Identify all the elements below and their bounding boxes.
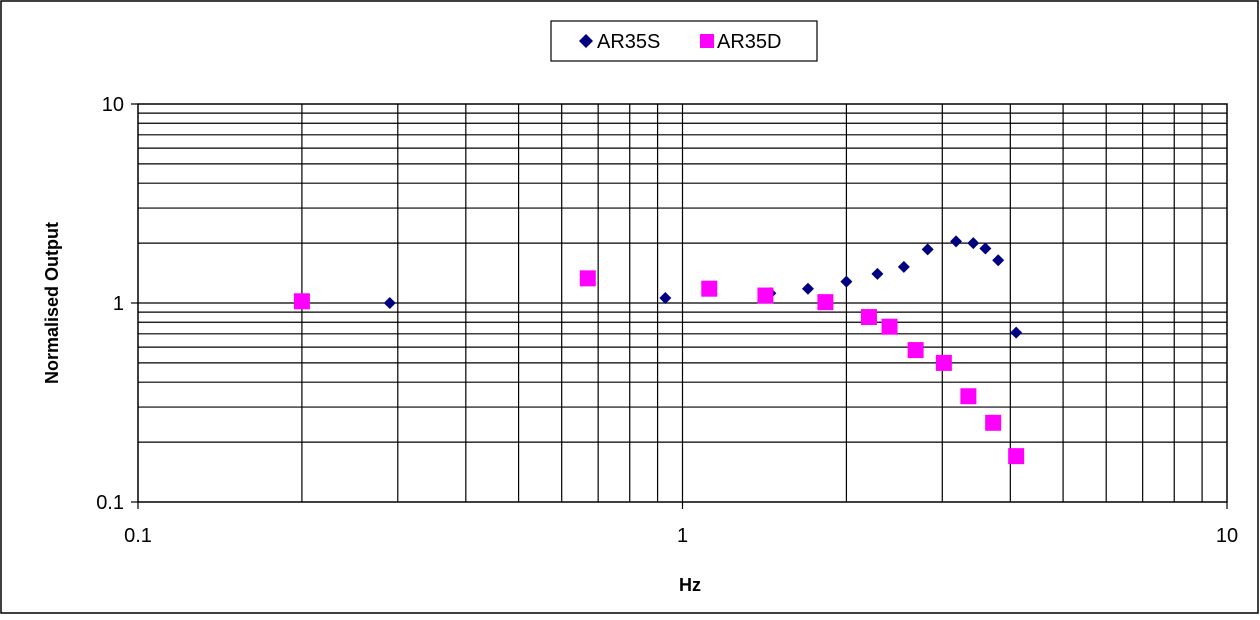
data-point-ar35s (1010, 326, 1023, 339)
data-point-ar35d (935, 354, 952, 371)
data-point-ar35d (907, 342, 924, 359)
data-point-ar35s (967, 237, 980, 250)
x-tick-label: 10 (1216, 525, 1238, 547)
data-point-ar35s (921, 243, 934, 256)
y-axis-title: Normalised Output (42, 222, 62, 384)
data-point-ar35d (881, 318, 898, 335)
data-point-ar35s (801, 282, 814, 295)
x-tick-label: 0.1 (124, 525, 152, 547)
data-point-ar35d (1008, 448, 1025, 465)
legend-marker-ar35s (579, 34, 593, 48)
data-point-ar35s (659, 291, 672, 304)
data-point-ar35s (992, 254, 1005, 267)
data-points (293, 235, 1025, 465)
data-point-ar35d (579, 270, 596, 287)
legend: AR35S AR35D (550, 20, 818, 62)
data-point-ar35d (860, 309, 877, 326)
data-point-ar35s (897, 260, 910, 273)
data-point-ar35s (979, 242, 992, 255)
data-point-ar35d (701, 280, 718, 297)
legend-box (550, 20, 818, 62)
grid-lines (138, 104, 1227, 502)
data-point-ar35s (950, 235, 963, 248)
data-point-ar35d (293, 293, 310, 310)
series-ar35d (293, 270, 1025, 465)
y-tick-label: 10 (102, 94, 124, 116)
legend-label-ar35s: AR35S (597, 31, 660, 53)
data-point-ar35d (817, 294, 834, 311)
y-tick-label: 1 (113, 293, 124, 315)
y-tick-label: 0.1 (96, 492, 124, 514)
legend-label-ar35d: AR35D (717, 31, 781, 53)
data-point-ar35d (757, 287, 774, 304)
data-point-ar35d (960, 388, 977, 405)
data-point-ar35d (985, 414, 1002, 431)
x-tick-label: 1 (677, 525, 688, 547)
x-axis-title: Hz (679, 575, 701, 595)
tick-labels: 0.1 1 10 0.1 1 10 (96, 94, 1238, 547)
data-point-ar35s (383, 297, 396, 309)
legend-marker-ar35d (700, 34, 714, 48)
data-point-ar35s (840, 275, 853, 288)
data-point-ar35s (871, 267, 884, 280)
